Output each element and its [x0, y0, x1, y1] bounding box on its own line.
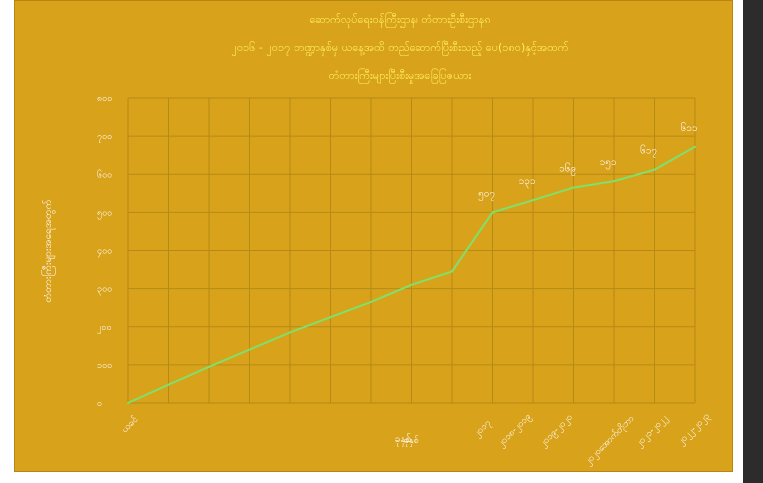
x-tick-label: ၂၀၁၉-၂၀၂၀	[538, 412, 575, 449]
data-point	[572, 186, 575, 189]
x-axis-ticks: ယခင်ခုနှစ် ၂၀၁၇ ၂၀၁၈-၂၀၁၉ ၂၀၁၉-၂၀၂၀ ၂၀၂၀အောက…	[119, 411, 712, 467]
data-point	[329, 316, 332, 319]
data-label: ၆၁၇	[640, 144, 657, 159]
data-point	[532, 199, 534, 202]
y-tick-label: ၆၀၀	[97, 169, 112, 180]
window-edge	[743, 0, 763, 483]
y-tick-label: ၃၀၀	[97, 285, 112, 296]
data-point	[167, 383, 170, 386]
y-axis-title: တံတားကြီးများအရေအတွက်	[40, 199, 56, 302]
data-point	[248, 348, 251, 351]
y-tick-label: ၁၀၀	[97, 361, 112, 371]
data-point	[451, 270, 453, 273]
y-tick-label: ၂၀၀	[97, 323, 112, 334]
data-label: ၁၃၁	[519, 176, 536, 189]
line-chart: ဆောက်လုပ်ရေးဝန်ကြီးဌာန၊ တံတားဦးစီးဌာနၵ ၂…	[40, 12, 712, 468]
data-labels: ၅၀၇ ၁၃၁ ၁၆၉ ၁၅၁ ၆၁၇ ၆၁၁	[478, 121, 697, 202]
data-point	[653, 168, 656, 171]
data-point	[289, 331, 291, 334]
y-axis-ticks: ၀ ၁၀၀ ၂၀၀ ၃၀၀ ၄၀၀ ၅၀၀ ၆၀၀ ၇၀၀ ၈၀၀	[97, 94, 112, 409]
data-point	[370, 300, 372, 303]
data-point	[613, 180, 615, 183]
data-label: ၅၀၇	[478, 188, 495, 201]
title-line-2: ၂၀၁၆ - ၂၀၁၇ ဘဏ္ဍာနှစ်မှ ယနေ့အထိ တည်ဆောက်…	[231, 41, 568, 56]
y-tick-label: ၄၀၀	[97, 247, 112, 258]
chart-title: ဆောက်လုပ်ရေးဝန်ကြီးဌာန၊ တံတားဦးစီးဌာနၵ ၂…	[231, 12, 568, 84]
x-axis-title: ခုနှစ်	[395, 432, 411, 447]
data-point	[694, 145, 696, 148]
data-point	[208, 365, 210, 368]
data-point	[127, 402, 129, 404]
x-tick-label: ၂၀၁၈-၂၀၁၉	[496, 412, 534, 450]
x-tick-label: ခုနှစ်	[404, 435, 419, 447]
data-point	[410, 283, 413, 286]
data-label: ၆၁၁	[681, 121, 698, 134]
y-tick-label: ၅၀၀	[97, 208, 112, 219]
data-point	[491, 211, 494, 214]
title-line-3: တံတားကြီးများပြီးစီးမှုအခြေပြဇယား	[329, 68, 472, 84]
x-tick-label: ၂၀၂၀အောက်တိုဘာ	[582, 413, 637, 468]
y-tick-label: ၀	[97, 399, 102, 409]
x-tick-label: ၂၀၂၂-၂၀၂၃	[676, 411, 712, 447]
y-tick-label: ၇၀၀	[97, 132, 112, 143]
data-label: ၁၆၉	[559, 162, 576, 177]
x-tick-label: ၂၀၂၁-၂၀၂၂	[634, 413, 670, 449]
x-tick-label: ယခင်	[119, 414, 140, 435]
x-tick-label: ၂၀၁၇	[472, 418, 494, 440]
grid	[127, 97, 696, 404]
data-label: ၁၅၁	[600, 157, 617, 170]
chart-frame: ဆောက်လုပ်ရေးဝန်ကြီးဌာန၊ တံတားဦးစီးဌာနၵ ၂…	[14, 0, 733, 472]
title-line-1: ဆောက်လုပ်ရေးဝန်ကြီးဌာန၊ တံတားဦးစီးဌာနၵ	[309, 12, 490, 28]
y-tick-label: ၈၀၀	[97, 94, 112, 104]
